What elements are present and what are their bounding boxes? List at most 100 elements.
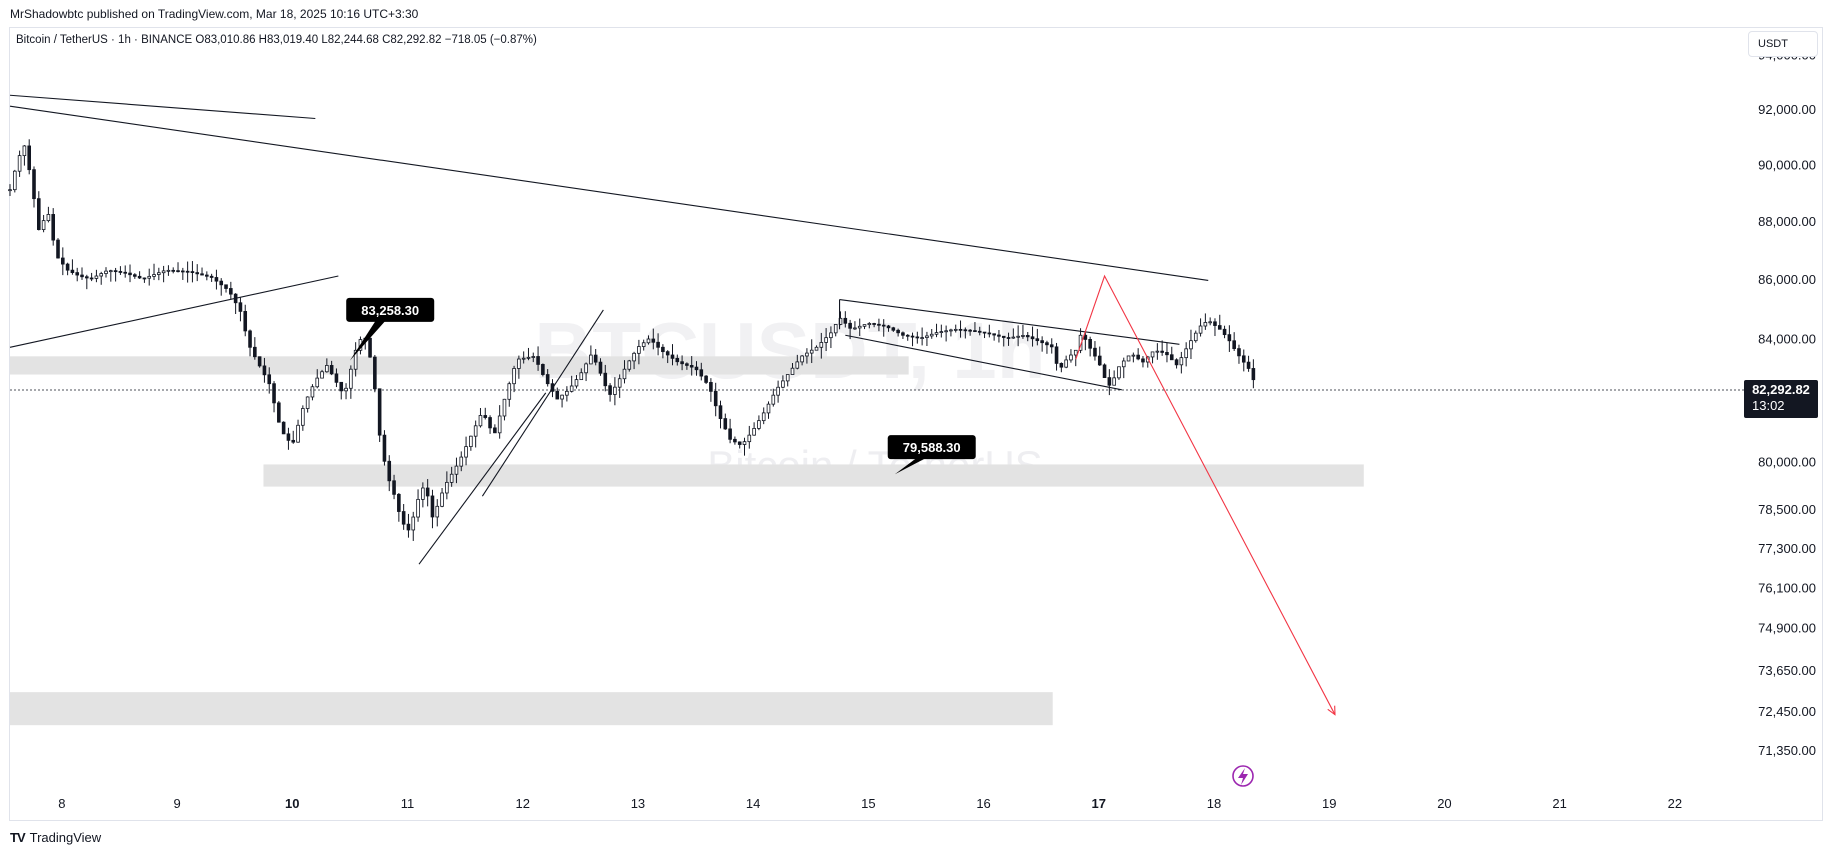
candle-body [877, 323, 881, 326]
zones-layer [10, 356, 1364, 726]
candle-body [670, 354, 675, 359]
rising-wedge-upper [481, 309, 604, 497]
candle-body [781, 380, 785, 388]
symbol-ohlc-legend[interactable]: Bitcoin / TetherUS · 1h · BINANCE O83,01… [16, 34, 537, 46]
candle-body [1016, 335, 1020, 338]
price-tick-label: 71,350.00 [1758, 743, 1816, 758]
candle-body [85, 276, 89, 279]
candle-body [1097, 355, 1102, 366]
candle-body [37, 198, 41, 230]
candle-body [392, 480, 396, 495]
candle-body [915, 336, 920, 339]
candle-body [517, 358, 521, 369]
candle-body [925, 335, 929, 338]
candle-body [488, 417, 492, 429]
candle-body [387, 460, 392, 482]
candle-body [733, 438, 737, 443]
candle-body [1169, 354, 1174, 361]
candle-body [680, 361, 684, 365]
candle-body [46, 214, 51, 222]
candle-body [219, 280, 224, 286]
candle-body [310, 386, 315, 398]
candle-body [185, 270, 190, 273]
candle-body [939, 331, 944, 334]
candle-body [41, 220, 46, 230]
price-tick-label: 80,000.00 [1758, 454, 1816, 469]
candle-body [267, 374, 272, 385]
candle-body [238, 302, 243, 312]
candle-body [973, 330, 977, 333]
candle-body [70, 269, 75, 273]
lightning-icon[interactable] [1232, 765, 1254, 787]
price-tick-label: 86,000.00 [1758, 272, 1816, 287]
currency-unit-button[interactable]: USDT [1748, 31, 1818, 57]
candle-body [627, 360, 632, 370]
candle-body [329, 365, 334, 375]
main-downtrend-line [9, 105, 1209, 281]
candle-body [1059, 363, 1064, 368]
candle-body [75, 272, 80, 276]
candle-body [819, 342, 824, 348]
candle-body [766, 403, 771, 414]
footer-brand[interactable]: TV TradingView [10, 830, 101, 845]
candle-body [632, 352, 636, 362]
current-price-tag-bg [1744, 380, 1818, 419]
support-zone [263, 464, 1364, 487]
candle-body [262, 365, 267, 376]
candle-body [1189, 340, 1193, 350]
flag-upper [839, 298, 1180, 345]
candle-body [694, 366, 699, 371]
candle-body [61, 257, 65, 265]
candle-body [843, 317, 848, 324]
candle-body [685, 363, 689, 366]
price-axis[interactable]: 94,000.0092,000.0090,000.0088,000.0086,0… [1758, 48, 1816, 758]
candle-body [171, 269, 176, 272]
candle-body [339, 381, 344, 392]
candle-body [1232, 340, 1236, 350]
candle-body [80, 274, 84, 278]
candle-body [1241, 355, 1246, 363]
candle-body [253, 346, 257, 358]
time-tick-label: 21 [1552, 796, 1566, 811]
candle-body [891, 327, 896, 331]
price-tick-label: 84,000.00 [1758, 331, 1816, 346]
candle-body [497, 415, 502, 434]
time-tick-label: 15 [861, 796, 875, 811]
candle-body [104, 270, 108, 274]
candle-body [425, 487, 430, 497]
candle-body [1237, 348, 1241, 357]
candle-body [469, 435, 473, 448]
trend-lines-layer[interactable] [9, 94, 1209, 565]
candle-body [1198, 325, 1203, 334]
candle-body [761, 412, 766, 422]
candle-body [1025, 335, 1030, 338]
candle-body [613, 386, 617, 395]
candle-body [214, 277, 219, 282]
candle-body [1117, 366, 1121, 379]
candle-body [718, 405, 723, 419]
candle-body [421, 487, 425, 500]
candle-body [94, 275, 99, 279]
annotation-labels-layer[interactable]: 83,258.30 79,588.30 [346, 297, 976, 475]
price-label-text: 83,258.30 [361, 303, 419, 318]
candle-body [805, 352, 809, 357]
time-axis[interactable]: 8 9 10 11 12 13 14 15 16 17 18 19 20 21 22 [58, 796, 1682, 811]
candle-body [406, 523, 411, 531]
candle-body [65, 263, 70, 271]
candle-body [224, 284, 228, 289]
candle-body [248, 330, 252, 348]
candle-body [1121, 360, 1126, 368]
price-label-text: 79,588.30 [903, 440, 961, 455]
candle-body [200, 273, 204, 276]
candle-body [507, 383, 512, 400]
candle-body [603, 372, 608, 387]
candle-body [853, 327, 857, 330]
candle-body [1208, 321, 1212, 324]
candle-body [1112, 377, 1116, 386]
candle-body [742, 441, 747, 445]
candle-body [675, 357, 680, 363]
candle-body [1227, 334, 1232, 342]
candle-body [536, 356, 540, 365]
projection-layer[interactable] [1075, 274, 1336, 716]
